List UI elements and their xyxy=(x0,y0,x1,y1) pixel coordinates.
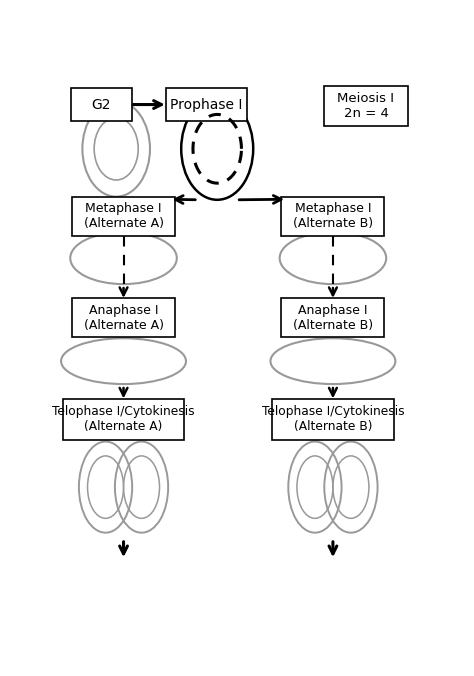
Text: Metaphase I
(Alternate B): Metaphase I (Alternate B) xyxy=(293,202,373,231)
FancyBboxPatch shape xyxy=(282,298,384,337)
Text: G2: G2 xyxy=(92,97,111,112)
FancyBboxPatch shape xyxy=(272,399,393,440)
FancyBboxPatch shape xyxy=(166,89,246,121)
FancyBboxPatch shape xyxy=(71,89,132,121)
Text: Prophase I: Prophase I xyxy=(170,97,242,112)
Text: Metaphase I
(Alternate A): Metaphase I (Alternate A) xyxy=(83,202,164,231)
Text: Anaphase I
(Alternate A): Anaphase I (Alternate A) xyxy=(83,304,164,332)
FancyBboxPatch shape xyxy=(282,197,384,236)
FancyBboxPatch shape xyxy=(324,86,408,126)
Text: Telophase I/Cytokinesis
(Alternate B): Telophase I/Cytokinesis (Alternate B) xyxy=(262,406,404,433)
FancyBboxPatch shape xyxy=(72,298,175,337)
FancyBboxPatch shape xyxy=(63,399,184,440)
Text: Telophase I/Cytokinesis
(Alternate A): Telophase I/Cytokinesis (Alternate A) xyxy=(52,406,195,433)
FancyBboxPatch shape xyxy=(72,197,175,236)
Text: Meiosis I
2n = 4: Meiosis I 2n = 4 xyxy=(337,92,394,120)
Text: Anaphase I
(Alternate B): Anaphase I (Alternate B) xyxy=(293,304,373,332)
